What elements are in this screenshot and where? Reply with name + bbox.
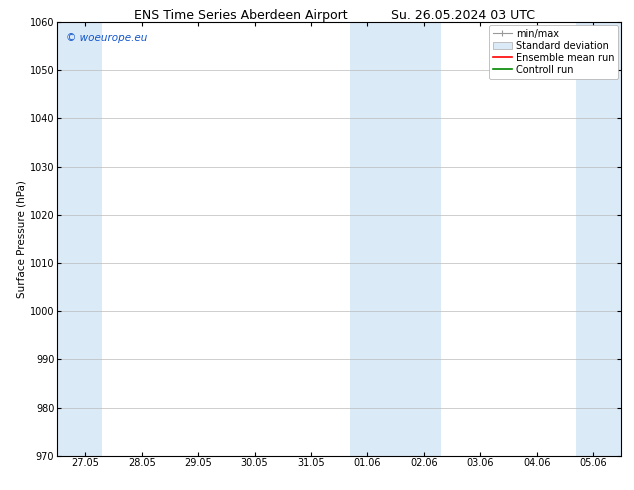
Text: © woeurope.eu: © woeurope.eu	[65, 33, 147, 43]
Legend: min/max, Standard deviation, Ensemble mean run, Controll run: min/max, Standard deviation, Ensemble me…	[489, 25, 618, 78]
Bar	[576, 22, 621, 456]
Text: ENS Time Series Aberdeen Airport: ENS Time Series Aberdeen Airport	[134, 9, 347, 22]
Bar	[351, 22, 441, 456]
Bar	[57, 22, 102, 456]
Y-axis label: Surface Pressure (hPa): Surface Pressure (hPa)	[17, 180, 27, 298]
Text: Su. 26.05.2024 03 UTC: Su. 26.05.2024 03 UTC	[391, 9, 535, 22]
